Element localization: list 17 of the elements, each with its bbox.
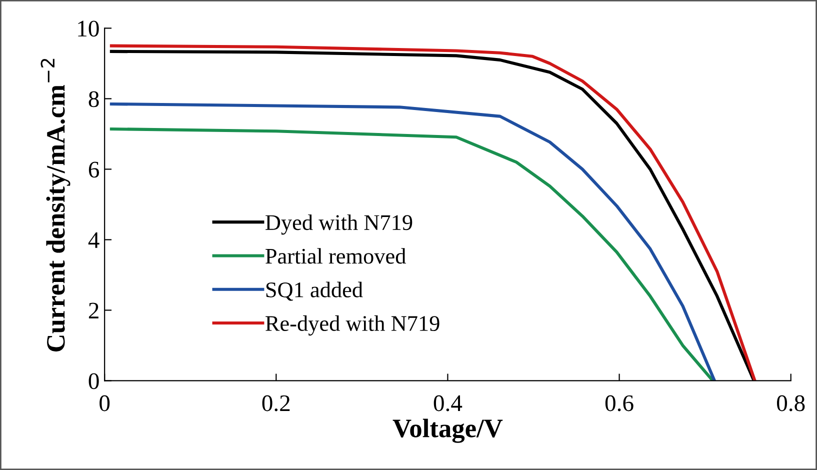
y-tick-label: 4 xyxy=(88,232,100,248)
x-tick-label: 0.6 xyxy=(605,395,634,412)
y-tick-label: 8 xyxy=(88,91,99,108)
legend-label: SQ1 added xyxy=(266,282,363,301)
x-tick-label: 0.4 xyxy=(434,395,462,412)
x-tick-label: 0.2 xyxy=(262,395,290,412)
x-axis-title: Voltage/V xyxy=(392,418,503,443)
legend-label: Partial removed xyxy=(266,248,406,264)
y-axis-title: Current density/mA.cm$^{−2}$ xyxy=(40,58,70,352)
legend-label: Dyed with N719 xyxy=(266,214,412,235)
y-tick-label: 6 xyxy=(88,162,100,178)
x-tick-label: 0.8 xyxy=(777,395,805,412)
y-tick-label: 10 xyxy=(78,20,99,37)
legend-label: Re-dyed with N719 xyxy=(266,315,440,336)
x-tick-label: 0 xyxy=(100,395,110,412)
y-tick-label: 2 xyxy=(88,302,98,318)
y-tick-label: 0 xyxy=(88,373,99,390)
